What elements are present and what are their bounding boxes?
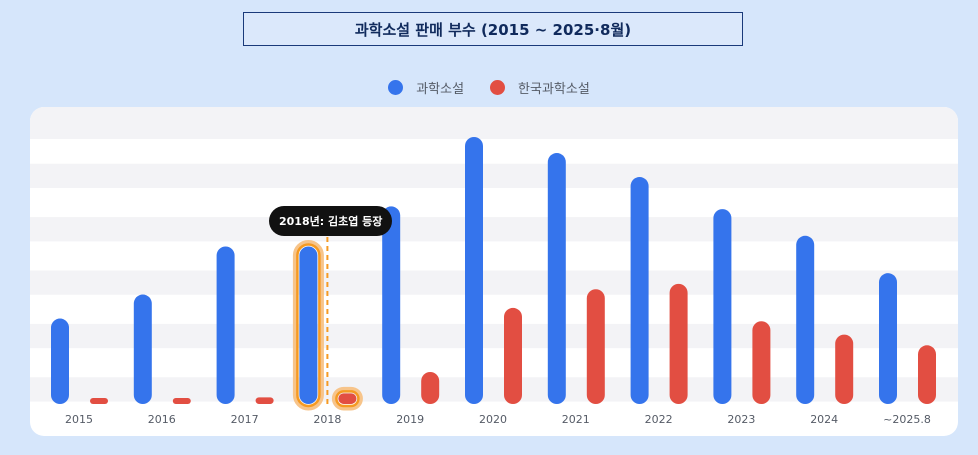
highlight-outline bbox=[296, 243, 321, 408]
grid-band bbox=[30, 217, 958, 242]
x-tick-label: 2024 bbox=[810, 413, 838, 426]
legend-item-korean-sf[interactable]: 한국과학소설 bbox=[490, 78, 590, 97]
grid-band bbox=[30, 163, 958, 188]
bar-sf bbox=[630, 177, 649, 404]
bar-sf bbox=[796, 235, 815, 404]
bar-korean-sf bbox=[504, 307, 522, 404]
highlight-outline bbox=[335, 390, 360, 408]
bar-chart: 2015 2016 2017 2018 2019 2020 2021 2022 2023 2024… bbox=[30, 107, 958, 426]
x-tick-label: 2017 bbox=[231, 413, 259, 426]
legend-item-sf[interactable]: 과학소설 bbox=[388, 78, 464, 97]
chart-panel: 2015 2016 2017 2018 2019 2020 2021 2022 2023 2024… bbox=[30, 107, 958, 436]
bar-korean-sf bbox=[421, 371, 440, 404]
grid-band bbox=[30, 377, 958, 402]
bar-korean-sf bbox=[255, 397, 274, 404]
x-tick-label: 2015 bbox=[65, 413, 93, 426]
x-tick-label: 2021 bbox=[562, 413, 590, 426]
bar-korean-sf bbox=[90, 398, 108, 404]
legend: 과학소설 한국과학소설 bbox=[0, 78, 978, 97]
bar-sf bbox=[879, 273, 897, 404]
highlight-glow bbox=[292, 239, 324, 411]
x-tick-label: 2019 bbox=[396, 413, 424, 426]
grid-band bbox=[30, 323, 958, 349]
legend-swatch-sf bbox=[388, 80, 404, 95]
bar-korean-sf bbox=[918, 345, 936, 404]
bar-sf bbox=[547, 153, 566, 404]
legend-label-korean-sf: 한국과학소설 bbox=[518, 82, 590, 97]
bar-sf bbox=[382, 206, 401, 404]
bar-korean-sf bbox=[835, 334, 854, 404]
chart-title: 과학소설 판매 부수 (2015 ~ 2025·8월) bbox=[243, 12, 743, 46]
x-tick-label: ~2025.8 bbox=[883, 413, 931, 426]
tooltip: 2018년: 김초엽 등장 bbox=[269, 206, 393, 236]
legend-swatch-korean-sf bbox=[490, 80, 506, 95]
grid-band bbox=[30, 270, 958, 295]
highlight-glow bbox=[331, 386, 363, 411]
x-tick-label: 2023 bbox=[727, 413, 755, 426]
x-tick-label: 2022 bbox=[645, 413, 673, 426]
bar-korean-sf bbox=[752, 321, 771, 404]
bar-sf bbox=[216, 246, 235, 404]
bar-korean-sf bbox=[669, 283, 688, 404]
bar-sf bbox=[51, 318, 69, 404]
bar-korean-sf bbox=[338, 393, 357, 404]
x-tick-label: 2018 bbox=[313, 413, 341, 426]
x-tick-label: 2016 bbox=[148, 413, 176, 426]
bar-sf bbox=[299, 246, 318, 404]
x-tick-label: 2020 bbox=[479, 413, 507, 426]
bar-sf bbox=[713, 209, 732, 404]
grid-band bbox=[30, 107, 958, 139]
legend-label-sf: 과학소설 bbox=[416, 82, 465, 97]
bar-sf bbox=[133, 294, 152, 404]
bar-korean-sf bbox=[586, 289, 605, 404]
bar-korean-sf bbox=[172, 398, 191, 404]
bar-sf bbox=[465, 137, 483, 404]
